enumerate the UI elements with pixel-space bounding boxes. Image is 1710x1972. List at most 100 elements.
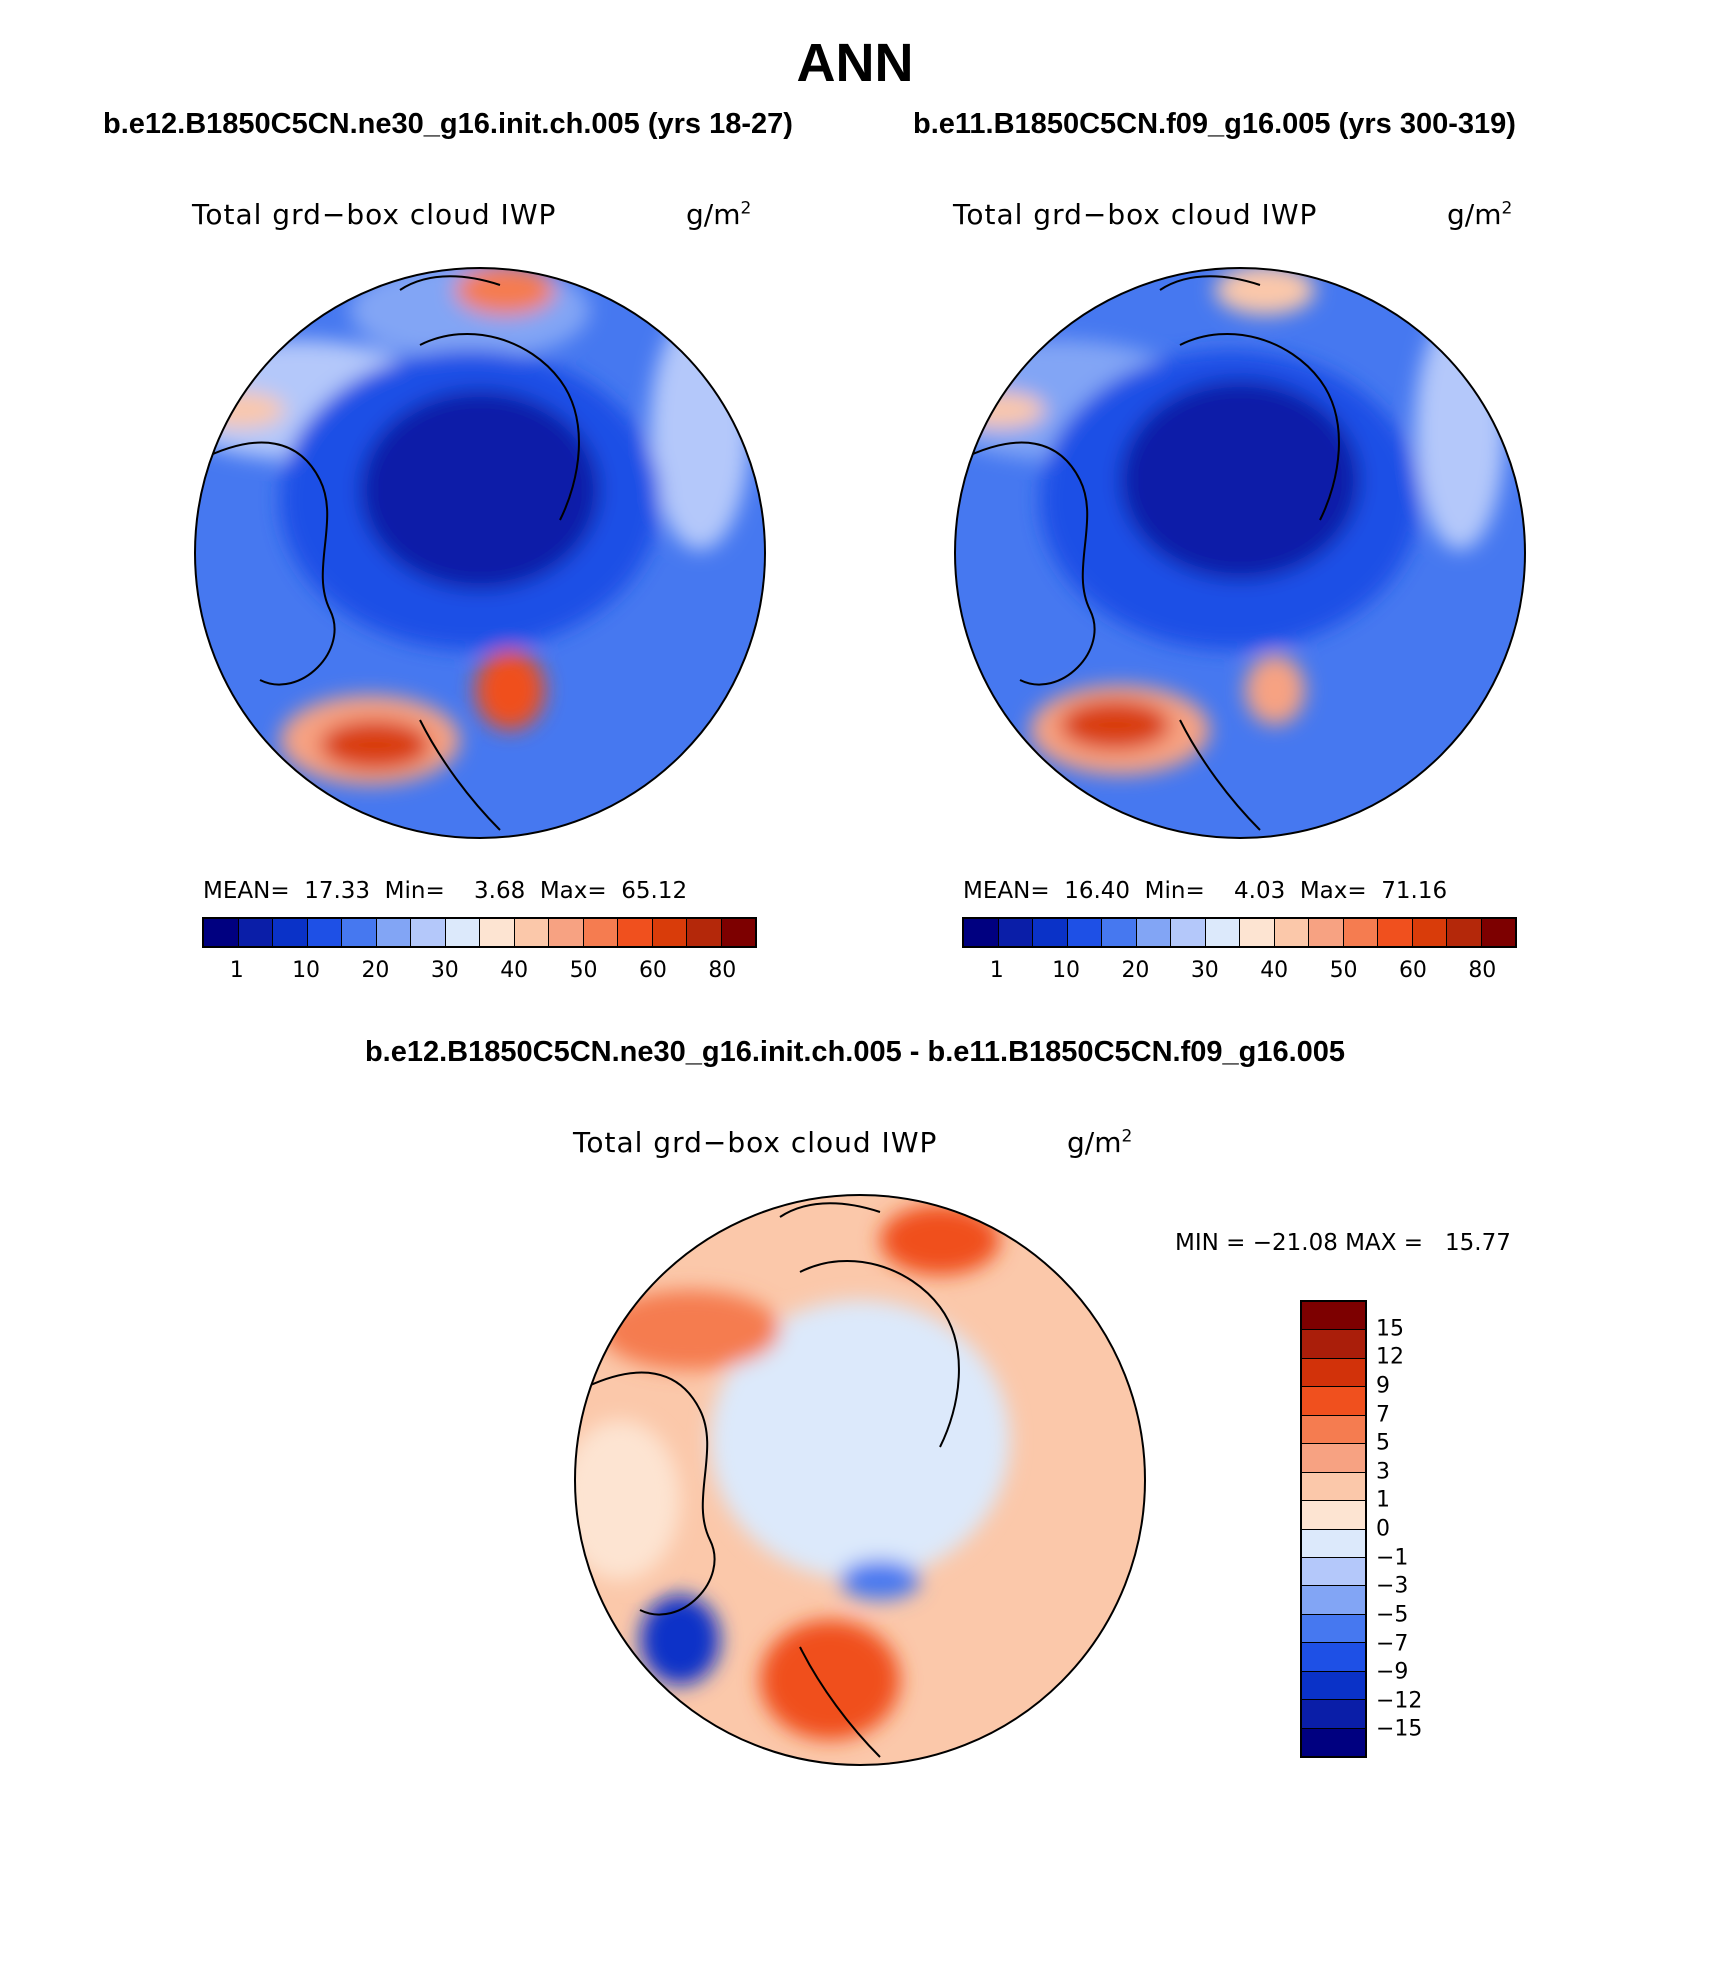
right-colorbar-box-15 (1481, 919, 1515, 946)
right-colorbar-tick-4: 40 (1260, 958, 1289, 983)
diff-colorbar-box-3 (1302, 1387, 1365, 1416)
left-colorbar-box-3 (307, 919, 342, 946)
left-variable-title: Total grd−box cloud IWP (192, 198, 557, 231)
diff-colorbar-box-12 (1302, 1643, 1365, 1672)
diff-colorbar-box-7 (1302, 1501, 1365, 1530)
diff-colorbar-box-11 (1302, 1614, 1365, 1644)
diff-units: g/m2 (1067, 1126, 1133, 1159)
right-units: g/m2 (1447, 198, 1513, 231)
left-colorbar-box-8 (480, 919, 515, 946)
diff-case-title: b.e12.B1850C5CN.ne30_g16.init.ch.005 - b… (364, 1036, 1346, 1068)
left-colorbar-box-11 (583, 919, 618, 946)
right-colorbar-tick-5: 50 (1329, 958, 1358, 983)
main-title: ANN (796, 33, 914, 93)
left-colorbar-box-10 (549, 919, 584, 946)
left-colorbar-box-14 (687, 919, 722, 946)
right-colorbar-tick-0: 1 (989, 958, 1004, 983)
diff-colorbar-tick-10: −5 (1376, 1602, 1409, 1628)
diff-colorbar-tick-5: 3 (1376, 1459, 1390, 1485)
diff-colorbar-box-13 (1302, 1671, 1365, 1701)
diff-colorbar-tick-13: −12 (1376, 1688, 1423, 1714)
diff-colorbar-tick-0: 15 (1376, 1316, 1404, 1342)
diff-map-border (574, 1194, 1146, 1766)
left-colorbar-box-7 (445, 919, 480, 946)
right-colorbar-tick-2: 20 (1121, 958, 1150, 983)
diff-variable-title: Total grd−box cloud IWP (573, 1126, 938, 1159)
right-polar-map (955, 268, 1525, 838)
diff-colorbar-tick-12: −9 (1376, 1659, 1409, 1685)
right-map-border (954, 267, 1526, 839)
diff-colorbar-ticks: 15 12 9 7 5 3 1 0 −1 −3 −5 −7 −9 −12 −15 (1376, 1300, 1436, 1758)
diff-colorbar-box-10 (1302, 1586, 1365, 1615)
left-colorbar-box-9 (514, 919, 549, 946)
diff-colorbar-box-6 (1302, 1472, 1365, 1502)
left-colorbar-box-6 (411, 919, 446, 946)
right-colorbar-box-10 (1309, 919, 1344, 946)
diff-polar-map (575, 1195, 1145, 1765)
right-colorbar-box-9 (1274, 919, 1309, 946)
left-colorbar-box-12 (618, 919, 653, 946)
left-colorbar-box-5 (376, 919, 411, 946)
left-units: g/m2 (686, 198, 752, 231)
left-map-border (194, 267, 766, 839)
right-colorbar-ticks: 1 10 20 30 40 50 60 80 (962, 958, 1517, 988)
diff-colorbar-tick-6: 1 (1376, 1487, 1390, 1513)
left-stats: MEAN= 17.33 Min= 3.68 Max= 65.12 (203, 878, 688, 904)
left-colorbar-box-1 (238, 919, 273, 946)
right-colorbar-box-7 (1205, 919, 1240, 946)
right-colorbar-box-5 (1136, 919, 1171, 946)
right-colorbar-box-4 (1102, 919, 1137, 946)
left-colorbar-tick-5: 50 (569, 958, 598, 983)
right-variable-title: Total grd−box cloud IWP (953, 198, 1318, 231)
right-colorbar-box-0 (964, 919, 999, 946)
right-colorbar-tick-7: 80 (1468, 958, 1497, 983)
diff-colorbar-box-2 (1302, 1358, 1365, 1388)
left-colorbar-tick-2: 20 (361, 958, 390, 983)
diff-colorbar-tick-2: 9 (1376, 1373, 1390, 1399)
left-colorbar-tick-0: 1 (229, 958, 244, 983)
diff-colorbar-box-14 (1302, 1700, 1365, 1729)
diff-colorbar-tick-7: 0 (1376, 1516, 1390, 1542)
right-colorbar-box-14 (1447, 919, 1482, 946)
diff-colorbar-tick-9: −3 (1376, 1573, 1409, 1599)
left-polar-map (195, 268, 765, 838)
diff-colorbar-box-9 (1302, 1557, 1365, 1587)
diff-colorbar-box-4 (1302, 1415, 1365, 1445)
diff-colorbar-box-0 (1302, 1302, 1365, 1331)
right-case-title: b.e11.B1850C5CN.f09_g16.005 (yrs 300-319… (913, 108, 1516, 140)
left-colorbar-box-2 (273, 919, 308, 946)
right-colorbar-box-2 (1033, 919, 1068, 946)
diff-colorbar-box-15 (1302, 1728, 1365, 1756)
right-colorbar-tick-1: 10 (1052, 958, 1081, 983)
left-colorbar (202, 917, 757, 948)
left-colorbar-box-0 (204, 919, 239, 946)
left-colorbar-tick-6: 60 (638, 958, 667, 983)
diff-colorbar-tick-3: 7 (1376, 1402, 1390, 1427)
left-colorbar-tick-3: 30 (430, 958, 459, 983)
right-colorbar-box-3 (1067, 919, 1102, 946)
right-colorbar-box-11 (1343, 919, 1378, 946)
diff-colorbar-tick-4: 5 (1376, 1430, 1390, 1456)
left-colorbar-ticks: 1 10 20 30 40 50 60 80 (202, 958, 757, 988)
right-colorbar-tick-3: 30 (1190, 958, 1219, 983)
right-colorbar-tick-6: 60 (1398, 958, 1427, 983)
diff-colorbar-tick-14: −15 (1376, 1716, 1423, 1742)
left-colorbar-box-15 (721, 919, 755, 946)
right-colorbar-box-6 (1171, 919, 1206, 946)
right-colorbar-box-1 (998, 919, 1033, 946)
diff-stats: MIN = −21.08 MAX = 15.77 (1175, 1230, 1511, 1256)
diff-colorbar-box-1 (1302, 1330, 1365, 1359)
right-colorbar-box-13 (1412, 919, 1447, 946)
diff-colorbar-tick-11: −7 (1376, 1631, 1409, 1656)
right-colorbar-box-8 (1240, 919, 1275, 946)
left-case-title: b.e12.B1850C5CN.ne30_g16.init.ch.005 (yr… (103, 108, 793, 140)
diff-colorbar (1300, 1300, 1367, 1758)
diff-colorbar-box-5 (1302, 1444, 1365, 1473)
right-stats: MEAN= 16.40 Min= 4.03 Max= 71.16 (963, 878, 1448, 904)
left-colorbar-tick-1: 10 (292, 958, 321, 983)
left-colorbar-tick-7: 80 (708, 958, 737, 983)
right-colorbar (962, 917, 1517, 948)
left-colorbar-box-4 (342, 919, 377, 946)
left-colorbar-box-13 (652, 919, 687, 946)
